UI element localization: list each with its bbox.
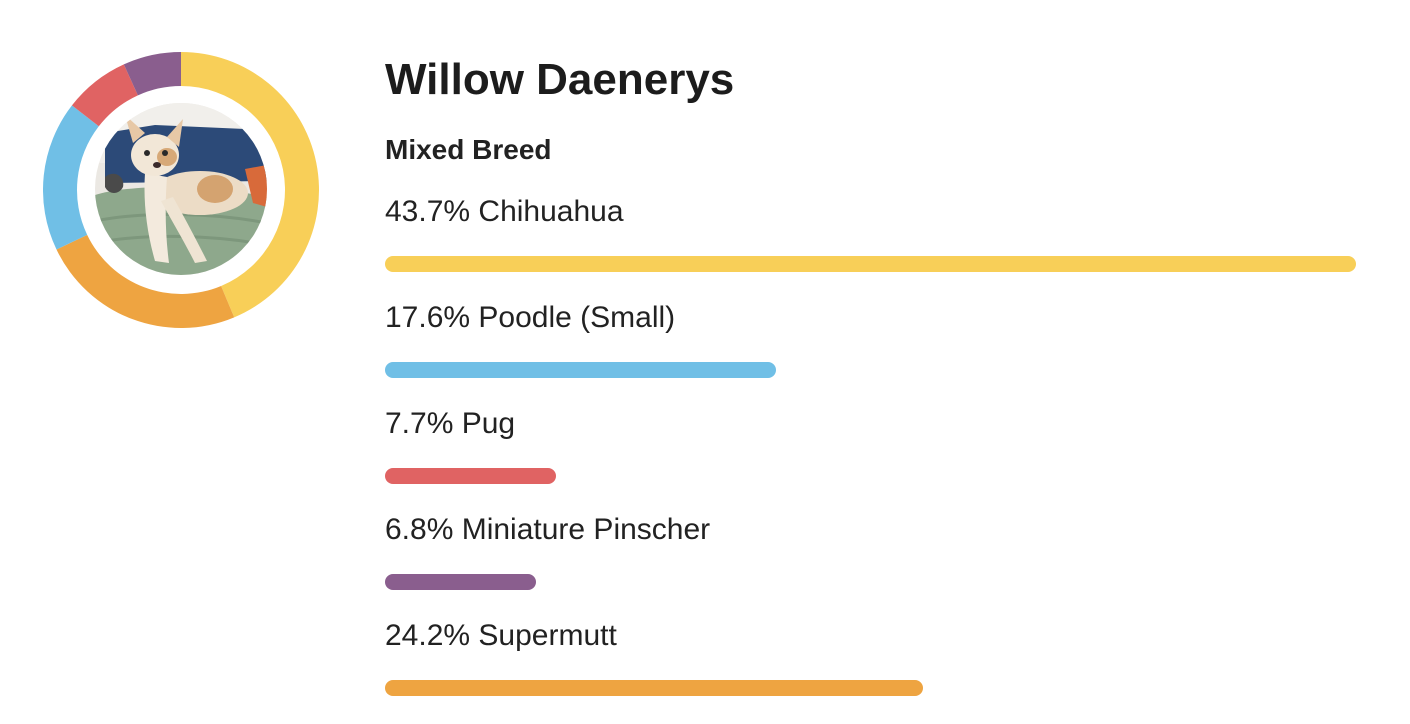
breed-type-label: Mixed Breed [385, 134, 552, 165]
breed-breakdown-list: 43.7% Chihuahua 17.6% Poodle (Small) 7.7% … [385, 194, 1360, 696]
breed-percentage-bar [385, 680, 923, 696]
donut-svg [43, 52, 319, 328]
breed-row: 7.7% Pug [385, 406, 1360, 484]
dog-photo [95, 103, 267, 275]
breed-label: 24.2% Supermutt [385, 619, 617, 652]
breed-donut-chart [43, 52, 319, 328]
dog-name: Willow Daenerys [385, 55, 735, 104]
breed-label: 43.7% Chihuahua [385, 195, 624, 228]
breed-row: 6.8% Miniature Pinscher [385, 512, 1360, 590]
breed-row: 24.2% Supermutt [385, 618, 1360, 696]
breed-row: 17.6% Poodle (Small) [385, 300, 1360, 378]
breed-label: 17.6% Poodle (Small) [385, 301, 676, 334]
donut-segment [123, 52, 181, 96]
breed-row: 43.7% Chihuahua [385, 194, 1360, 272]
donut-segment [181, 52, 319, 318]
breed-percentage-bar [385, 468, 556, 484]
donut-segment [43, 105, 99, 250]
breed-percentage-bar [385, 256, 1356, 272]
breed-percentage-bar [385, 574, 536, 590]
donut-segment [56, 234, 235, 328]
breed-label: 6.8% Miniature Pinscher [385, 513, 711, 546]
breed-percentage-bar [385, 362, 776, 378]
donut-segment [71, 64, 138, 127]
breed-label: 7.7% Pug [385, 407, 516, 440]
